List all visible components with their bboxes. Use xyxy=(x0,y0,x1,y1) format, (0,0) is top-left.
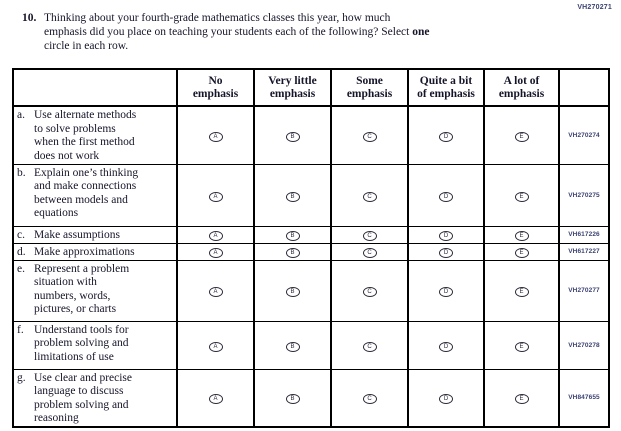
table-row-g: g. Use clear and precise language to disc… xyxy=(12,368,610,427)
answer-oval-a-no-emphasis[interactable]: A xyxy=(208,131,223,142)
emphasis-matrix-table: No emphasis Very little emphasis Some empha… xyxy=(12,68,610,428)
answer-oval-d-quite-a-bit[interactable]: D xyxy=(439,248,453,258)
answer-oval-g-no-emphasis[interactable]: A xyxy=(208,394,223,404)
column-header-no-emphasis: No emphasis xyxy=(176,68,255,107)
answer-oval-d-no-emphasis[interactable]: A xyxy=(208,248,223,258)
answer-oval-a-quite-a-bit[interactable]: D xyxy=(439,131,453,142)
answer-oval-b-quite-a-bit[interactable]: D xyxy=(439,191,453,202)
column-header-a-lot-of-emphasis: A lot of emphasis xyxy=(483,68,560,107)
question-bold-word: one xyxy=(412,26,430,38)
answer-oval-f-some[interactable]: C xyxy=(362,341,377,352)
table-row-d: d. Make approximations A B C D E VH617227 xyxy=(12,242,610,261)
table-row-f: f. Understand tools for problem solving a… xyxy=(12,320,610,370)
row-label: e. Represent a problem situation with num… xyxy=(12,259,178,322)
answer-oval-c-a-lot[interactable]: E xyxy=(514,231,529,241)
item-code: VH847655 xyxy=(558,368,610,427)
row-label: c. Make assumptions xyxy=(12,225,178,244)
answer-oval-d-very-little[interactable]: B xyxy=(285,248,300,258)
answer-oval-c-no-emphasis[interactable]: A xyxy=(208,231,223,241)
answer-oval-g-very-little[interactable]: B xyxy=(285,394,300,404)
answer-oval-b-a-lot[interactable]: E xyxy=(514,191,529,202)
item-code: VH270277 xyxy=(558,259,610,322)
answer-oval-a-a-lot[interactable]: E xyxy=(514,131,529,142)
answer-oval-g-quite-a-bit[interactable]: D xyxy=(439,394,453,404)
question-number: 10. xyxy=(22,12,37,24)
answer-oval-b-no-emphasis[interactable]: A xyxy=(208,191,223,202)
answer-oval-a-some[interactable]: C xyxy=(362,131,377,142)
page-code: VH270271 xyxy=(577,4,612,11)
table-row-c: c. Make assumptions A B C D E VH617226 xyxy=(12,225,610,244)
answer-oval-b-very-little[interactable]: B xyxy=(285,191,300,202)
column-header-very-little-emphasis: Very little emphasis xyxy=(253,68,332,107)
answer-oval-c-some[interactable]: C xyxy=(362,231,377,241)
answer-oval-g-some[interactable]: C xyxy=(362,394,377,404)
header-row: No emphasis Very little emphasis Some empha… xyxy=(12,68,610,107)
answer-oval-f-quite-a-bit[interactable]: D xyxy=(439,341,453,352)
item-code: VH617226 xyxy=(558,225,610,244)
answer-oval-e-very-little[interactable]: B xyxy=(285,287,300,297)
column-header-quite-a-bit-of-emphasis: Quite a bit of emphasis xyxy=(407,68,485,107)
answer-oval-e-quite-a-bit[interactable]: D xyxy=(439,287,453,297)
question-line-2: emphasis did you place on teaching your … xyxy=(44,26,430,38)
row-label: b. Explain one’s thinking and make connec… xyxy=(12,163,178,227)
answer-oval-c-very-little[interactable]: B xyxy=(285,231,300,241)
header-empty-label xyxy=(12,68,178,107)
question-line-3: circle in each row. xyxy=(44,40,129,52)
answer-oval-f-no-emphasis[interactable]: A xyxy=(208,341,223,352)
answer-oval-f-a-lot[interactable]: E xyxy=(514,341,529,352)
row-label: g. Use clear and precise language to disc… xyxy=(12,368,178,427)
answer-oval-g-a-lot[interactable]: E xyxy=(514,394,529,404)
question-line-1: Thinking about your fourth-grade mathema… xyxy=(44,12,391,24)
item-code: VH617227 xyxy=(558,242,610,261)
item-code: VH270274 xyxy=(558,105,610,165)
row-label: a. Use alternate methods to solve problem… xyxy=(12,105,178,165)
question-text: Thinking about your fourth-grade mathema… xyxy=(44,11,582,53)
table-row-a: a. Use alternate methods to solve problem… xyxy=(12,105,610,165)
row-label: d. Make approximations xyxy=(12,242,178,261)
answer-oval-e-a-lot[interactable]: E xyxy=(514,287,529,297)
answer-oval-f-very-little[interactable]: B xyxy=(285,341,300,352)
table-row-b: b. Explain one’s thinking and make connec… xyxy=(12,163,610,227)
question-block: 10. Thinking about your fourth-grade mat… xyxy=(22,11,582,53)
table-row-e: e. Represent a problem situation with num… xyxy=(12,259,610,322)
item-code: VH270275 xyxy=(558,163,610,227)
answer-oval-e-some[interactable]: C xyxy=(362,287,377,297)
column-header-some-emphasis: Some emphasis xyxy=(330,68,409,107)
answer-oval-e-no-emphasis[interactable]: A xyxy=(208,287,223,297)
item-code: VH270278 xyxy=(558,320,610,370)
header-empty-code xyxy=(558,68,610,107)
answer-oval-d-a-lot[interactable]: E xyxy=(514,248,529,258)
answer-oval-c-quite-a-bit[interactable]: D xyxy=(439,231,453,241)
answer-oval-b-some[interactable]: C xyxy=(362,191,377,202)
answer-oval-d-some[interactable]: C xyxy=(362,248,377,258)
row-label: f. Understand tools for problem solving a… xyxy=(12,320,178,370)
answer-oval-a-very-little[interactable]: B xyxy=(285,131,300,142)
